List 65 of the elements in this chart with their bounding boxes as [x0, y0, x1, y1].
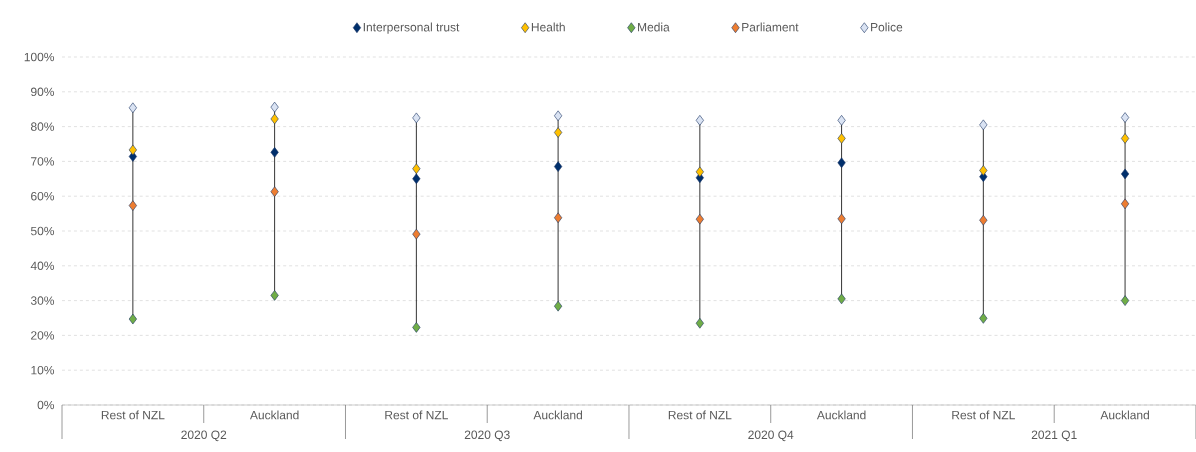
- text: 2020 Q3: [464, 430, 510, 442]
- point: [554, 300, 563, 312]
- point: [1121, 133, 1130, 144]
- x-tick-label: Rest of NZL: [952, 410, 1015, 420]
- y-tick-label: 90%: [31, 87, 55, 97]
- y-tick-label: 60%: [31, 191, 55, 201]
- y-tick-label: 30%: [30, 296, 55, 305]
- point: [1121, 295, 1130, 306]
- point: [270, 101, 279, 113]
- y-tick-label: 100%: [24, 52, 55, 62]
- point: [1121, 198, 1130, 210]
- point: [270, 113, 279, 125]
- y-tick-label: 0%: [37, 400, 55, 410]
- point: [270, 186, 279, 197]
- point: [128, 144, 137, 156]
- point: [837, 213, 846, 225]
- text: 2020 Q4: [748, 430, 794, 442]
- point: [695, 115, 704, 126]
- legend-label: Health: [531, 22, 565, 32]
- point: [554, 161, 563, 172]
- point: [412, 112, 421, 124]
- point: [695, 213, 704, 225]
- legend-label: Police: [871, 22, 903, 32]
- point: [554, 212, 563, 224]
- x-tick-label: Auckland: [249, 410, 299, 420]
- point: [554, 127, 563, 138]
- x-tick-label: Auckland: [533, 410, 583, 420]
- legend-label: Parliament: [742, 22, 799, 32]
- point: [1121, 112, 1130, 123]
- point: [128, 313, 137, 325]
- point: [979, 119, 988, 131]
- text: 2021 Q1: [1031, 430, 1077, 442]
- y-tick-label: 50%: [30, 226, 55, 236]
- point: [412, 228, 421, 240]
- point: [695, 317, 704, 329]
- x-tick-label: Auckland: [816, 410, 866, 420]
- point: [128, 102, 137, 114]
- point: [270, 290, 279, 301]
- point: [837, 157, 846, 169]
- point: [412, 163, 421, 175]
- text: 2020 Q2: [181, 430, 227, 442]
- y-tick-label: 70%: [31, 157, 55, 166]
- point: [412, 322, 421, 333]
- point: [837, 133, 846, 144]
- point: [270, 147, 279, 158]
- y-tick-label: 40%: [30, 261, 55, 271]
- point: [837, 293, 846, 305]
- y-tick-label: 20%: [31, 331, 55, 340]
- legend-label: Interpersonal trust: [363, 22, 460, 34]
- y-tick-label: 10%: [31, 365, 55, 375]
- x-tick-label: Rest of NZL: [101, 410, 165, 420]
- point: [979, 165, 988, 176]
- x-tick-label: Rest of NZL: [385, 410, 448, 420]
- point: [412, 173, 421, 185]
- point: [837, 115, 846, 126]
- x-tick-label: Auckland: [1100, 410, 1149, 420]
- y-tick-label: 80%: [30, 122, 55, 131]
- point: [979, 313, 988, 324]
- point: [1121, 168, 1130, 180]
- point: [554, 110, 563, 122]
- legend-label: Media: [638, 22, 670, 32]
- point: [128, 200, 137, 211]
- point: [695, 166, 704, 178]
- x-tick-label: Rest of NZL: [668, 410, 732, 420]
- point: [979, 214, 988, 226]
